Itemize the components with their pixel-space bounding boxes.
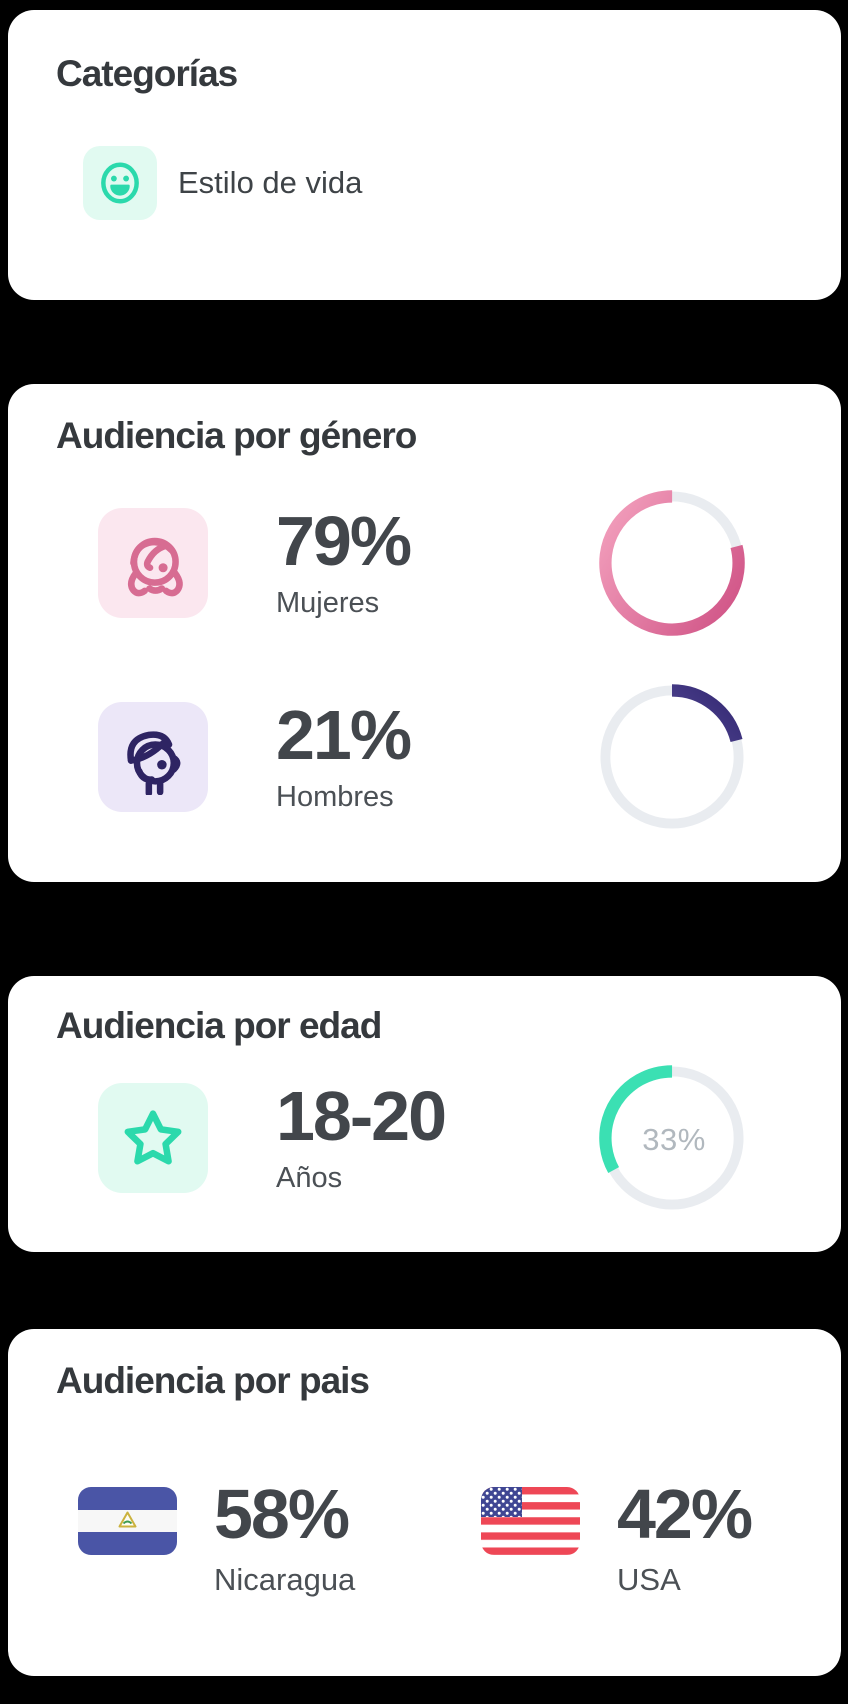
card-age: Audiencia por edad 18-20 Años 33%	[8, 976, 841, 1252]
men-donut-chart	[598, 683, 746, 831]
age-row-18-20: 18-20 Años 33%	[98, 1064, 793, 1212]
gender-row-men: 21% Hombres	[98, 683, 793, 831]
category-item-lifestyle[interactable]: Estilo de vida	[83, 146, 793, 220]
age-donut-chart: 33%	[598, 1064, 746, 1212]
age-range: 18-20	[276, 1076, 447, 1155]
men-percentage: 21%	[276, 695, 412, 774]
nicaragua-stats: 58% Nicaragua	[214, 1475, 356, 1598]
women-label: Mujeres	[276, 587, 380, 620]
usa-label: USA	[617, 1561, 681, 1597]
gender-row-women: 79% Mujeres	[98, 489, 793, 637]
usa-percentage: 42%	[617, 1475, 753, 1553]
card-country-title: Audiencia por pais	[56, 1360, 370, 1401]
man-icon	[98, 702, 208, 812]
gender-women-stats: 79% Mujeres	[276, 501, 491, 620]
country-nicaragua: 58% Nicaragua	[78, 1475, 481, 1598]
nicaragua-flag-icon	[78, 1487, 177, 1555]
card-age-title: Audiencia por edad	[56, 1005, 382, 1046]
usa-flag-icon	[481, 1487, 580, 1555]
men-label: Hombres	[276, 781, 394, 814]
card-country: Audiencia por pais 58% Nicaragua	[8, 1329, 841, 1676]
gender-men-stats: 21% Hombres	[276, 695, 491, 814]
usa-stats: 42% USA	[617, 1475, 753, 1598]
card-categories: Categorías Estilo de vida	[8, 10, 841, 300]
age-label: Años	[276, 1162, 343, 1195]
category-item-label: Estilo de vida	[178, 165, 363, 200]
audience-report-page: Categorías Estilo de vida Audiencia por …	[0, 10, 848, 1676]
nicaragua-label: Nicaragua	[214, 1561, 356, 1597]
country-usa: 42% USA	[481, 1475, 753, 1598]
card-gender-title: Audiencia por género	[56, 415, 417, 456]
nicaragua-percentage: 58%	[214, 1475, 350, 1553]
women-percentage: 79%	[276, 501, 412, 580]
age-donut-percentage: 33%	[642, 1122, 706, 1157]
women-donut-chart	[598, 489, 746, 637]
country-row: 58% Nicaragua	[78, 1475, 793, 1598]
star-icon	[98, 1083, 208, 1193]
age-stats: 18-20 Años	[276, 1076, 491, 1195]
card-categories-title: Categorías	[56, 53, 238, 94]
smiley-icon	[83, 146, 157, 220]
card-gender: Audiencia por género 79% Mujeres	[8, 384, 841, 882]
woman-icon	[98, 508, 208, 618]
